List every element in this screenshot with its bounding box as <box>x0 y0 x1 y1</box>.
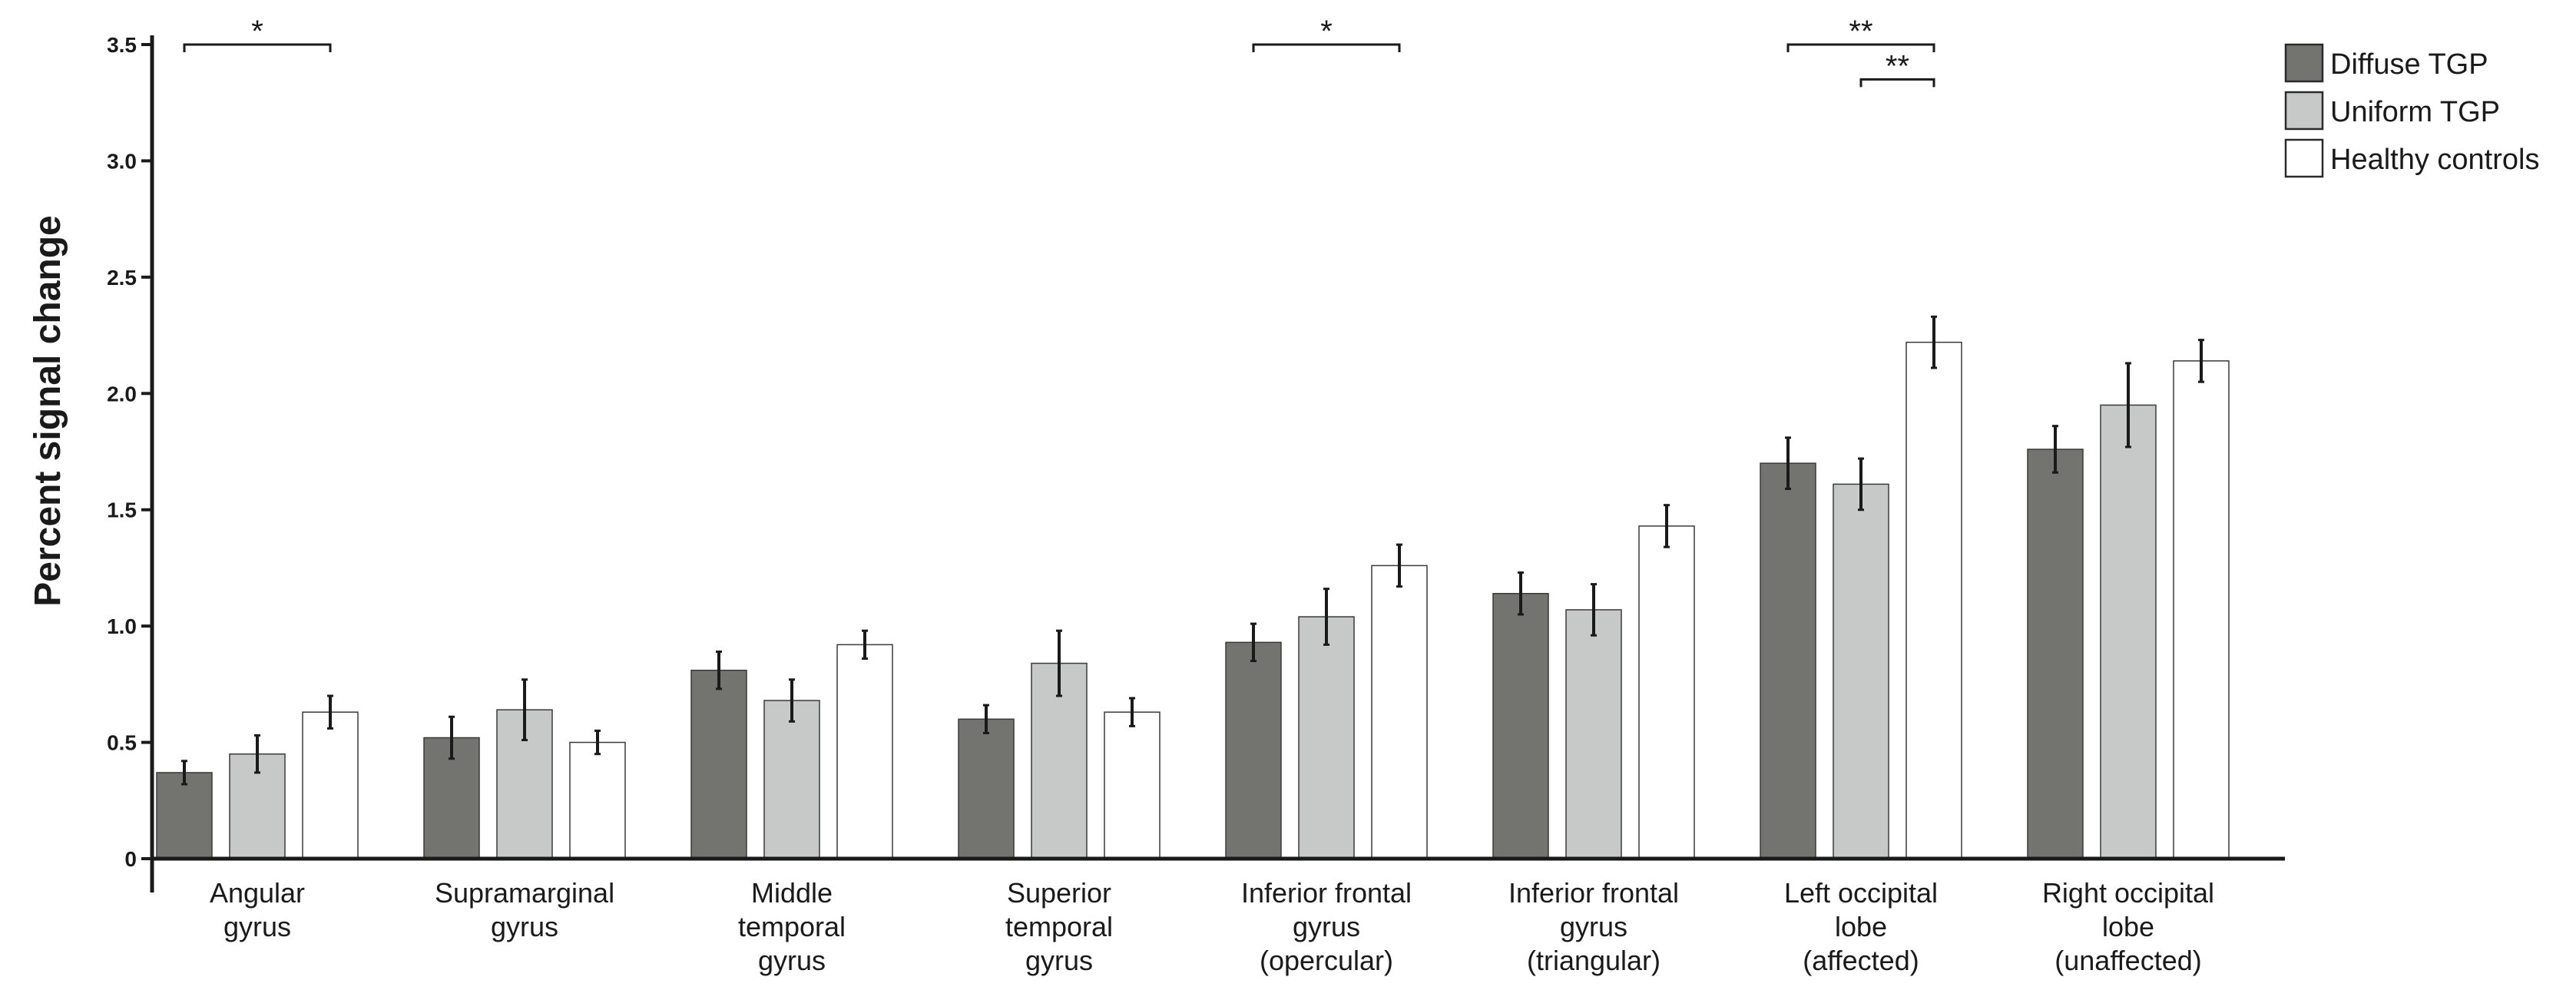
x-category-label: Inferior frontal gyrus (opercular) <box>1241 877 1412 976</box>
bar <box>1565 609 1622 859</box>
legend-item: Diffuse TGP <box>2284 43 2488 83</box>
bar <box>690 669 747 859</box>
category-labels-layer: Angular gyrus Supramarginal gyrus Middle temp… <box>210 877 2214 976</box>
error-bar <box>1591 583 1597 637</box>
significance-bracket: ** <box>1859 49 1935 88</box>
error-bar <box>2125 362 2131 449</box>
bar <box>1760 462 1816 859</box>
bar <box>1371 565 1428 859</box>
y-tick-label: 2.0 <box>107 382 137 406</box>
x-category-label: Middle temporal gyrus <box>738 877 846 976</box>
error-bar <box>1664 504 1670 548</box>
error-bar <box>327 694 333 730</box>
bar <box>958 718 1015 859</box>
error-bar <box>716 650 722 690</box>
error-bar <box>1129 697 1135 727</box>
bar <box>1104 711 1161 859</box>
error-bar <box>1056 629 1062 697</box>
bar <box>1492 592 1549 859</box>
error-bar <box>862 629 868 661</box>
significance-bracket: * <box>183 15 332 52</box>
bar <box>763 700 820 859</box>
error-bar <box>449 715 455 760</box>
error-bar <box>521 678 528 742</box>
bar <box>302 711 359 859</box>
error-bar <box>181 760 187 786</box>
legend-item: Uniform TGP <box>2284 91 2500 131</box>
error-bar <box>254 733 260 774</box>
bar <box>1225 641 1282 859</box>
bar <box>569 741 626 859</box>
error-bars-layer <box>181 315 2204 786</box>
y-tick-label: 1.0 <box>107 614 137 638</box>
error-bar <box>594 729 601 756</box>
bar <box>2027 449 2084 859</box>
significance-bracket: * <box>1252 15 1401 52</box>
significance-layer: * * **** <box>183 15 1935 88</box>
significance-stars: ** <box>1849 15 1872 48</box>
legend-swatch <box>2284 43 2324 83</box>
bar <box>2173 360 2230 859</box>
bar <box>836 644 893 859</box>
legend-item: Healthy controls <box>2284 138 2539 178</box>
x-category-label: Left occipital lobe (affected) <box>1784 877 1938 976</box>
x-category-label: Right occipital lobe (unaffected) <box>2042 877 2214 976</box>
legend: Diffuse TGP Uniform TGP Healthy controls <box>2284 43 2539 178</box>
bar <box>1638 525 1695 859</box>
axes-layer: 0 0.5 1.0 1.5 2.0 2.5 3.0 3.5 <box>107 33 2285 892</box>
bar <box>1906 341 1962 859</box>
bar <box>1298 616 1355 859</box>
error-bar <box>789 678 795 723</box>
x-category-label: Inferior frontal gyrus (triangular) <box>1508 877 1679 976</box>
legend-label: Diffuse TGP <box>2330 48 2488 81</box>
bar <box>156 772 213 859</box>
significance-stars: * <box>1320 15 1333 48</box>
x-category-label: Superior temporal gyrus <box>1005 877 1113 976</box>
y-tick-label: 2.5 <box>107 266 137 290</box>
legend-label: Healthy controls <box>2330 144 2539 176</box>
x-category-label: Supramarginal gyrus <box>435 877 614 942</box>
error-bar <box>1396 543 1402 588</box>
error-bar <box>1931 315 1937 369</box>
x-category-label: Angular gyrus <box>210 877 305 942</box>
y-tick-label: 1.5 <box>107 498 137 522</box>
y-tick-label: 0 <box>124 847 137 871</box>
bars-layer <box>156 341 2230 859</box>
significance-stars: ** <box>1886 49 1909 83</box>
error-bar <box>1323 588 1329 646</box>
error-bar <box>1518 571 1524 616</box>
bar <box>2100 404 2157 859</box>
error-bar <box>2052 425 2058 474</box>
legend-swatch <box>2284 91 2324 131</box>
error-bar <box>2198 339 2204 383</box>
legend-swatch <box>2284 138 2324 178</box>
bar <box>1833 483 1889 859</box>
significance-bracket: ** <box>1786 15 1935 52</box>
significance-stars: * <box>251 15 263 48</box>
y-axis-label: Percent signal change <box>28 215 68 607</box>
error-bar <box>1858 457 1864 512</box>
y-tick-label: 3.0 <box>107 149 137 173</box>
error-bar <box>1250 622 1257 663</box>
legend-label: Uniform TGP <box>2330 96 2500 128</box>
y-tick-label: 0.5 <box>107 731 137 755</box>
error-bar <box>1785 436 1791 490</box>
error-bar <box>983 704 989 734</box>
y-tick-label: 3.5 <box>107 33 137 57</box>
